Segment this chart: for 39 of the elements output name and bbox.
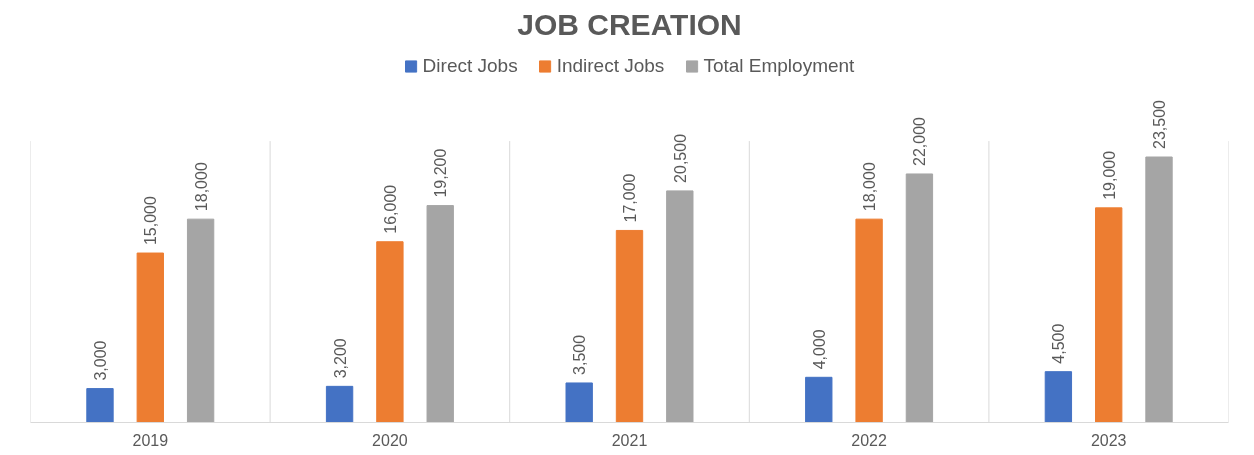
- bar: [905, 173, 934, 423]
- bar: [136, 252, 164, 423]
- bar: [855, 218, 883, 423]
- bar: [565, 382, 593, 423]
- bar: [1044, 371, 1073, 423]
- bar: [325, 385, 354, 423]
- bar: [1095, 207, 1123, 423]
- data-label: 17,000: [621, 173, 639, 223]
- data-label: 23,500: [1151, 99, 1169, 150]
- bar: [426, 205, 454, 423]
- x-tick-label: 2019: [132, 431, 169, 449]
- data-label: 19,000: [1100, 150, 1118, 200]
- data-label: 3,000: [91, 340, 109, 381]
- bar: [805, 376, 833, 423]
- legend-label: Total Employment: [703, 55, 855, 77]
- data-label: 15,000: [142, 196, 160, 246]
- x-tick-label: 2022: [851, 431, 887, 449]
- data-label: 3,200: [331, 338, 349, 379]
- x-tick-label: 2023: [1090, 431, 1127, 449]
- data-label: 4,000: [810, 329, 828, 370]
- bar: [376, 241, 404, 423]
- legend-label: Direct Jobs: [422, 55, 518, 77]
- data-label: 18,000: [861, 162, 879, 212]
- bar: [186, 218, 215, 423]
- legend-label: Indirect Jobs: [556, 55, 665, 77]
- x-tick-label: 2021: [611, 431, 648, 449]
- data-label: 4,500: [1050, 323, 1068, 364]
- bar: [615, 229, 644, 423]
- data-label: 19,200: [432, 148, 450, 198]
- bar: [86, 388, 114, 423]
- bar: [666, 190, 694, 423]
- data-label: 20,500: [671, 133, 689, 183]
- data-label: 22,000: [911, 116, 929, 166]
- bar: [1145, 156, 1173, 423]
- data-label: 16,000: [381, 184, 399, 234]
- data-label: 18,000: [192, 162, 210, 212]
- data-label: 3,500: [571, 334, 589, 375]
- x-tick-label: 2020: [372, 431, 408, 449]
- chart-title: JOB CREATION: [517, 7, 742, 41]
